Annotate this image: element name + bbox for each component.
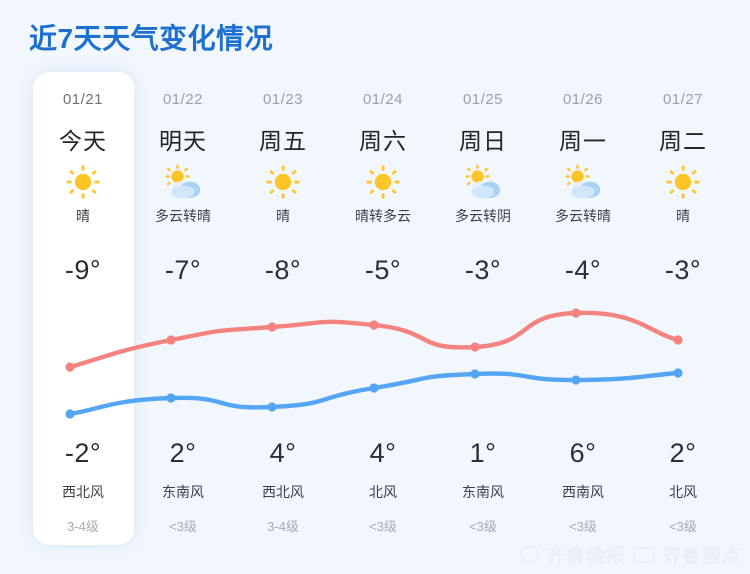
day-wind-direction: 北风 [369, 484, 397, 500]
day-condition: 晴 [676, 208, 690, 224]
partly-cloudy-icon-svg [465, 164, 501, 199]
watermark: 齐鲁晚报 齐鲁壹点 [519, 541, 742, 568]
watermark-brand-2: 齐鲁壹点 [661, 545, 742, 567]
partly-cloudy-icon [433, 160, 533, 204]
partly-cloudy-icon [133, 160, 233, 204]
day-condition: 多云转晴 [155, 208, 211, 224]
day-date: 01/27 [662, 91, 704, 108]
day-low-temp: 4° [269, 438, 297, 468]
day-date: 01/21 [62, 91, 104, 108]
day-column-01-27[interactable]: 01/27 周二晴 -3° 2° 北风 <3级 [633, 0, 733, 574]
day-name: 周六 [359, 128, 407, 154]
day-low-temp: -2° [64, 438, 102, 468]
day-wind-direction: 西北风 [262, 484, 304, 500]
sunny-icon [633, 160, 733, 204]
day-name: 周一 [559, 128, 607, 154]
sunny-icon [33, 160, 133, 204]
day-column-01-22[interactable]: 01/22 明天多云转晴 -7° 2° 东南风 <3级 [133, 0, 233, 574]
day-column-01-26[interactable]: 01/26 周一多云转晴 -4° 6° 西南风 <3级 [533, 0, 633, 574]
partly-cloudy-icon-svg [565, 164, 601, 199]
day-date: 01/25 [462, 91, 504, 108]
day-condition: 晴 [276, 208, 290, 224]
day-date: 01/22 [162, 91, 204, 108]
day-column-01-25[interactable]: 01/25 周日多云转阴 -3° 1° 东南风 <3级 [433, 0, 533, 574]
day-high-temp: -3° [664, 255, 702, 285]
day-condition: 多云转阴 [455, 208, 511, 224]
today-highlight-card[interactable] [33, 72, 134, 545]
day-date: 01/26 [562, 91, 604, 108]
day-name: 今天 [59, 128, 107, 154]
day-low-temp: 1° [469, 438, 497, 468]
day-wind-level: <3级 [469, 519, 497, 534]
day-column-01-24[interactable]: 01/24 周六晴转多云 -5° 4° 北风 <3级 [333, 0, 433, 574]
day-wind-direction: 西北风 [62, 484, 104, 500]
day-high-temp: -4° [564, 255, 602, 285]
day-column-01-23[interactable]: 01/23 周五晴 -8° 4° 西北风 3-4级 [233, 0, 333, 574]
day-wind-level: 3-4级 [67, 519, 99, 534]
watermark-logo-icon [519, 545, 539, 564]
sunny-icon-svg [266, 165, 300, 199]
day-high-temp: -5° [364, 255, 402, 285]
day-low-temp: 4° [369, 438, 397, 468]
day-wind-level: 3-4级 [267, 519, 299, 534]
sunny-icon [333, 160, 433, 204]
day-condition: 晴 [76, 208, 90, 224]
partly-cloudy-icon-svg [165, 164, 201, 199]
day-high-temp: -8° [264, 255, 302, 285]
day-wind-direction: 东南风 [162, 484, 204, 500]
day-date: 01/23 [262, 91, 304, 108]
day-condition: 多云转晴 [555, 208, 611, 224]
day-name: 明天 [159, 128, 207, 154]
day-condition: 晴转多云 [355, 208, 411, 224]
day-name: 周二 [659, 128, 707, 154]
day-low-temp: 2° [669, 438, 697, 468]
day-low-temp: 6° [569, 438, 597, 468]
day-date: 01/24 [362, 91, 404, 108]
page-title: 近7天天气变化情况 [29, 23, 274, 54]
sunny-icon-svg [666, 165, 700, 199]
watermark-app-icon [632, 546, 655, 563]
day-column-01-21[interactable]: 01/21 今天晴 -9° -2° 西北风 3-4级 [33, 0, 133, 574]
watermark-brand-1: 齐鲁晚报 [545, 545, 626, 567]
day-low-temp: 2° [169, 438, 197, 468]
sunny-icon-svg [66, 165, 100, 199]
day-name: 周日 [459, 128, 507, 154]
partly-cloudy-icon [533, 160, 633, 204]
sunny-icon-svg [366, 165, 400, 199]
day-wind-direction: 东南风 [462, 484, 504, 500]
day-wind-direction: 北风 [669, 484, 697, 500]
day-wind-level: <3级 [669, 519, 697, 534]
day-name: 周五 [259, 128, 307, 154]
day-wind-direction: 西南风 [562, 484, 604, 500]
day-wind-level: <3级 [569, 519, 597, 534]
day-wind-level: <3级 [169, 519, 197, 534]
day-high-temp: -7° [164, 255, 202, 285]
day-wind-level: <3级 [369, 519, 397, 534]
day-high-temp: -3° [464, 255, 502, 285]
sunny-icon [233, 160, 333, 204]
day-high-temp: -9° [64, 255, 102, 285]
